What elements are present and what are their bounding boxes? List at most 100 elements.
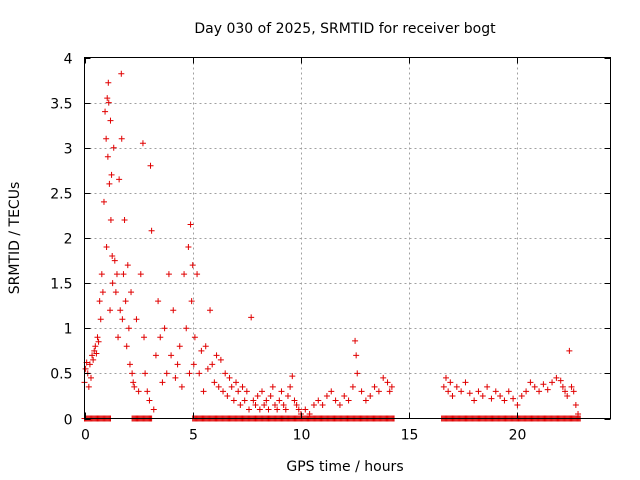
data-point [163, 370, 170, 377]
data-point [332, 397, 339, 404]
data-point [367, 392, 374, 399]
data-point [189, 262, 196, 269]
data-point [263, 397, 270, 404]
data-point [96, 298, 103, 305]
data-point [239, 383, 246, 390]
data-point [109, 253, 116, 260]
grid-lines [84, 57, 611, 419]
data-point [228, 383, 235, 390]
y-tick-label: 3.5 [50, 97, 72, 113]
data-point [133, 316, 140, 323]
data-point [449, 392, 456, 399]
y-tick-label: 1 [64, 322, 73, 338]
data-point [116, 176, 123, 183]
data-point [282, 406, 289, 413]
data-point [284, 392, 291, 399]
data-point [190, 361, 197, 368]
data-point [135, 388, 142, 395]
data-point [572, 401, 579, 408]
data-point [82, 365, 89, 372]
data-point [319, 401, 326, 408]
data-point [315, 397, 322, 404]
data-point [118, 135, 125, 142]
data-point [510, 395, 517, 402]
data-point [87, 374, 94, 381]
data-point [341, 392, 348, 399]
data-point [488, 395, 495, 402]
data-point [172, 374, 179, 381]
x-tick-label: 10 [293, 428, 311, 444]
data-point [202, 343, 209, 350]
data-point [349, 383, 356, 390]
data-point [466, 390, 473, 397]
data-point [123, 343, 130, 350]
data-point [276, 397, 283, 404]
data-point [271, 401, 278, 408]
data-point [95, 338, 102, 345]
data-point [93, 350, 100, 357]
data-point [98, 271, 105, 278]
data-point [220, 388, 227, 395]
data-point [458, 388, 465, 395]
plot-frame [84, 57, 611, 419]
data-point [105, 79, 112, 86]
data-point [243, 388, 250, 395]
data-point [386, 388, 393, 395]
data-point [204, 365, 211, 372]
data-point [94, 334, 101, 341]
data-point [115, 334, 122, 341]
data-point [557, 377, 564, 384]
data-point [159, 379, 166, 386]
data-point [518, 392, 525, 399]
data-point [562, 388, 569, 395]
data-point [302, 406, 309, 413]
data-point [168, 352, 175, 359]
x-tick-label: 15 [401, 428, 419, 444]
data-point [186, 370, 193, 377]
data-point [233, 379, 240, 386]
data-point [248, 314, 255, 321]
data-point [165, 271, 172, 278]
data-point [566, 347, 573, 354]
y-tick-label: 3 [64, 142, 73, 158]
data-point [514, 401, 521, 408]
data-point [501, 397, 508, 404]
data-point [170, 307, 177, 314]
data-point [130, 379, 137, 386]
data-point [505, 388, 512, 395]
data-point [237, 401, 244, 408]
data-point [549, 379, 556, 386]
data-point [497, 392, 504, 399]
data-point [375, 388, 382, 395]
data-point [119, 316, 126, 323]
data-point [117, 307, 124, 314]
data-point [235, 388, 242, 395]
data-point [354, 370, 361, 377]
data-point [261, 401, 268, 408]
data-point [492, 388, 499, 395]
data-point [211, 379, 218, 386]
data-point [146, 397, 153, 404]
data-point [107, 307, 114, 314]
data-point [358, 388, 365, 395]
data-point [144, 388, 151, 395]
x-tick-label: 5 [189, 428, 198, 444]
y-tick-label: 0 [64, 413, 73, 429]
data-point [118, 70, 125, 77]
y-tick-label: 1.5 [50, 277, 72, 293]
data-point [157, 334, 164, 341]
data-point [185, 244, 192, 251]
y-tick-label: 2.5 [50, 187, 72, 203]
data-point [103, 135, 110, 142]
data-point [267, 392, 274, 399]
chart-title: Day 030 of 2025, SRMTID for receiver bog… [194, 21, 496, 37]
data-point [230, 397, 237, 404]
data-point [110, 144, 117, 151]
data-point [86, 361, 93, 368]
data-point [209, 361, 216, 368]
data-point [90, 356, 97, 363]
data-point [215, 383, 222, 390]
data-point [388, 383, 395, 390]
x-axis-label: GPS time / hours [286, 459, 403, 475]
data-point [109, 280, 116, 287]
